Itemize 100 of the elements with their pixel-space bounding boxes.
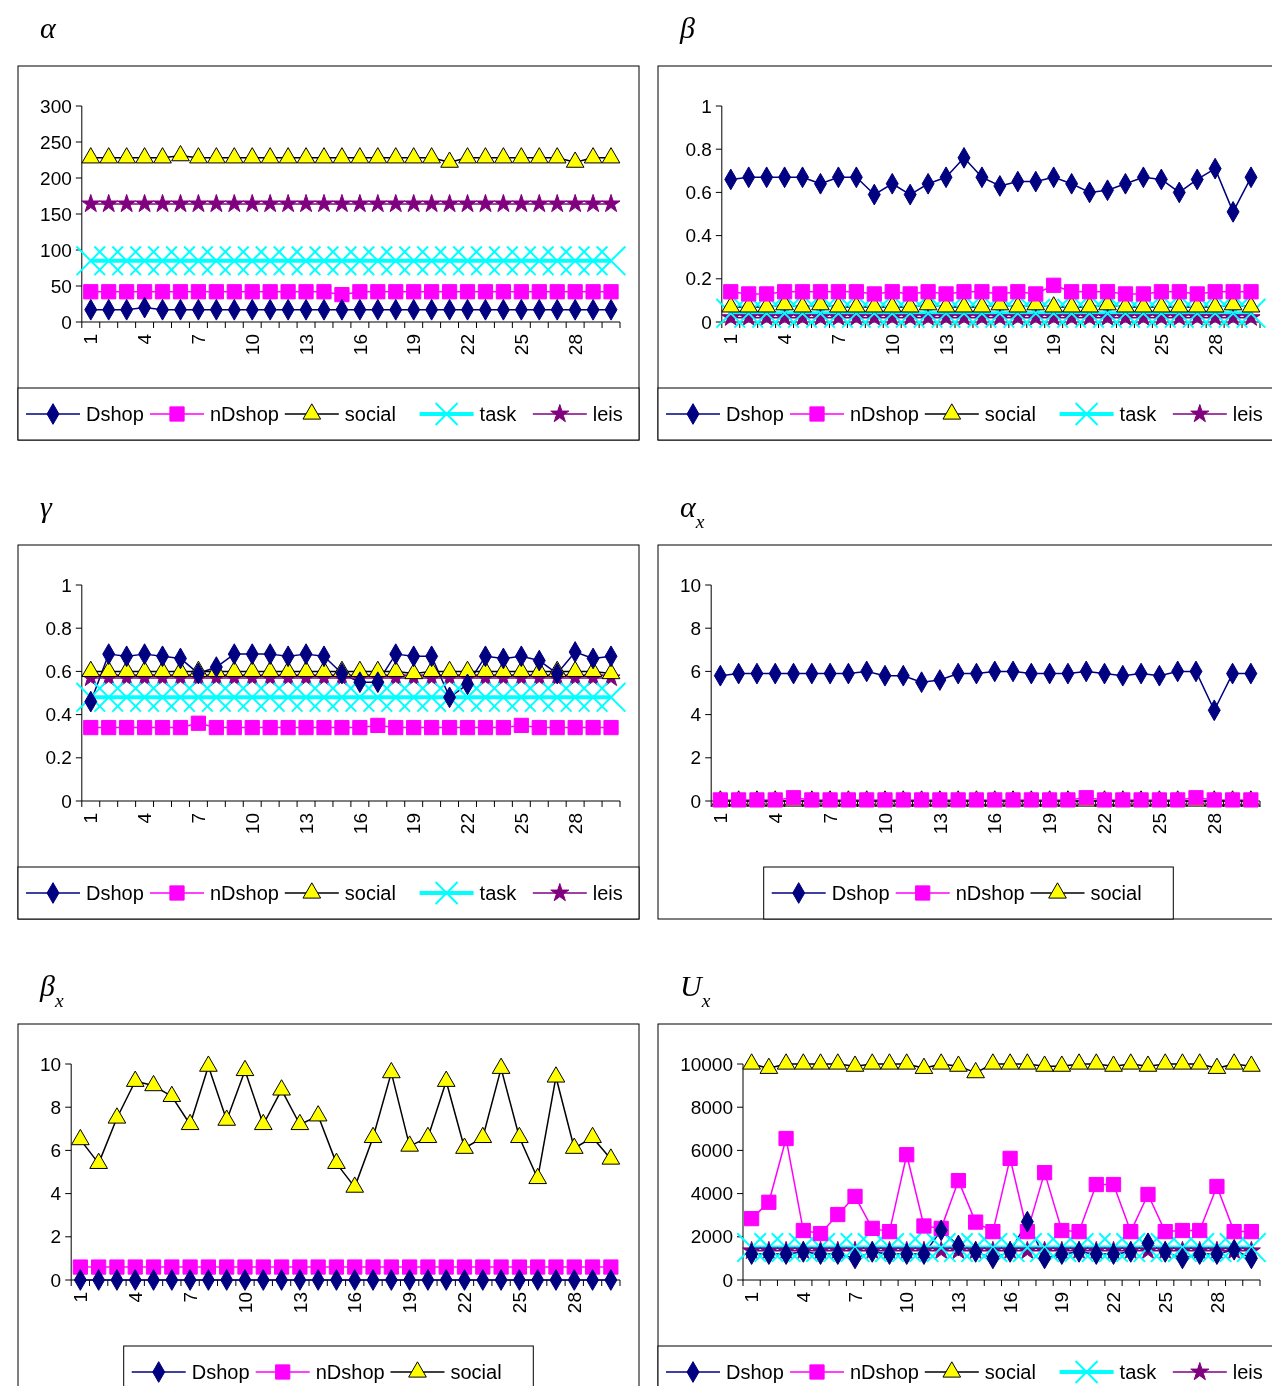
y-tick-label: 0.2 bbox=[685, 268, 712, 290]
legend-label: Dshop bbox=[86, 403, 144, 425]
x-tick-label: 28 bbox=[564, 334, 586, 356]
legend-label: leis bbox=[1232, 1361, 1263, 1383]
x-tick-label: 22 bbox=[454, 1292, 476, 1314]
x-tick-label: 25 bbox=[1150, 334, 1172, 356]
chart-title: α bbox=[40, 11, 57, 44]
y-tick-label: 4 bbox=[690, 704, 702, 726]
y-tick-label: 0 bbox=[61, 790, 72, 812]
x-tick-label: 28 bbox=[563, 1292, 585, 1314]
chart-title: β bbox=[679, 11, 695, 44]
y-tick-label: 10 bbox=[40, 1053, 62, 1075]
chart-title: U$_{x}$ bbox=[680, 969, 711, 1011]
x-tick-label: 25 bbox=[509, 1292, 531, 1314]
y-tick-label: 0.6 bbox=[45, 661, 72, 683]
y-tick-label: 2000 bbox=[690, 1226, 733, 1248]
x-tick-label: 22 bbox=[1103, 1292, 1125, 1314]
x-tick-label: 1 bbox=[70, 1292, 91, 1303]
y-tick-label: 0.4 bbox=[685, 225, 713, 247]
y-tick-label: 0.8 bbox=[685, 138, 712, 160]
legend-label: leis bbox=[592, 403, 623, 425]
y-tick-label: 200 bbox=[40, 167, 72, 189]
y-tick-label: 8 bbox=[690, 617, 702, 639]
legend-label: nDshop bbox=[315, 1361, 385, 1383]
legend-label: social bbox=[984, 403, 1036, 425]
x-tick-label: 1 bbox=[80, 813, 102, 824]
y-tick-label: 100 bbox=[40, 239, 72, 261]
x-tick-label: 7 bbox=[188, 813, 210, 824]
x-tick-label: 19 bbox=[399, 1292, 421, 1314]
x-tick-label: 10 bbox=[241, 813, 263, 835]
y-tick-label: 0 bbox=[61, 311, 72, 333]
chart-title: β$_{x}$ bbox=[39, 969, 64, 1011]
x-tick-label: 28 bbox=[1203, 813, 1225, 835]
x-tick-label: 22 bbox=[457, 334, 479, 356]
x-tick-label: 19 bbox=[1043, 334, 1065, 356]
x-tick-label: 13 bbox=[948, 1292, 970, 1314]
y-tick-label: 6 bbox=[50, 1140, 62, 1162]
y-tick-label: 50 bbox=[50, 275, 72, 297]
y-tick-label: 6000 bbox=[690, 1140, 733, 1162]
x-tick-label: 19 bbox=[1051, 1292, 1073, 1314]
legend-label: social bbox=[1090, 882, 1142, 904]
y-tick-label: 10 bbox=[680, 574, 702, 596]
x-tick-label: 19 bbox=[1039, 813, 1061, 835]
y-tick-label: 0 bbox=[701, 311, 712, 333]
legend-label: task bbox=[479, 403, 518, 425]
x-tick-label: 25 bbox=[510, 334, 532, 356]
x-tick-label: 4 bbox=[792, 1291, 814, 1303]
x-tick-label: 16 bbox=[349, 813, 371, 835]
y-tick-label: 250 bbox=[40, 131, 72, 153]
y-tick-label: 4000 bbox=[690, 1183, 733, 1205]
x-tick-label: 25 bbox=[510, 813, 532, 835]
x-tick-label: 10 bbox=[881, 334, 903, 356]
x-tick-label: 22 bbox=[457, 813, 479, 835]
legend-label: nDshop bbox=[955, 882, 1025, 904]
legend-label: task bbox=[1119, 1361, 1158, 1383]
x-tick-label: 16 bbox=[984, 813, 1006, 835]
y-tick-label: 1 bbox=[701, 95, 712, 117]
legend-label: Dshop bbox=[191, 1361, 250, 1383]
x-tick-label: 4 bbox=[124, 1291, 146, 1303]
y-tick-label: 1 bbox=[61, 574, 72, 596]
x-tick-label: 1 bbox=[741, 1292, 763, 1303]
x-tick-label: 10 bbox=[234, 1292, 256, 1314]
legend-label: leis bbox=[1232, 403, 1263, 425]
x-tick-label: 13 bbox=[929, 813, 951, 835]
x-tick-label: 7 bbox=[179, 1292, 201, 1303]
legend-label: task bbox=[479, 882, 518, 904]
x-tick-label: 22 bbox=[1097, 334, 1119, 356]
legend-label: Dshop bbox=[86, 882, 144, 904]
x-tick-label: 16 bbox=[349, 334, 371, 356]
x-tick-label: 10 bbox=[241, 334, 263, 356]
x-tick-label: 1 bbox=[720, 334, 742, 345]
legend-label: Dshop bbox=[831, 882, 890, 904]
x-tick-label: 19 bbox=[403, 813, 425, 835]
x-tick-label: 25 bbox=[1149, 813, 1171, 835]
y-tick-label: 0.8 bbox=[45, 617, 72, 639]
x-tick-label: 13 bbox=[289, 1292, 311, 1314]
y-tick-label: 150 bbox=[40, 203, 72, 225]
x-tick-label: 4 bbox=[134, 333, 156, 345]
legend-label: nDshop bbox=[210, 403, 279, 425]
x-tick-label: 1 bbox=[80, 334, 102, 345]
y-tick-label: 10000 bbox=[680, 1053, 733, 1075]
x-tick-label: 28 bbox=[1204, 334, 1226, 356]
x-tick-label: 10 bbox=[874, 813, 896, 835]
x-tick-label: 25 bbox=[1154, 1292, 1176, 1314]
legend-label: task bbox=[1119, 403, 1158, 425]
x-tick-label: 4 bbox=[134, 812, 156, 824]
legend-label: social bbox=[984, 1361, 1036, 1383]
chart-title: α$_{x}$ bbox=[680, 490, 705, 532]
legend-label: nDshop bbox=[210, 882, 279, 904]
y-tick-label: 0.4 bbox=[45, 704, 73, 726]
legend-label: social bbox=[450, 1361, 502, 1383]
legend-label: Dshop bbox=[726, 403, 784, 425]
legend-label: leis bbox=[592, 882, 623, 904]
y-tick-label: 2 bbox=[50, 1226, 62, 1248]
y-tick-label: 0.2 bbox=[45, 747, 72, 769]
y-tick-label: 0 bbox=[722, 1269, 733, 1291]
y-tick-label: 8000 bbox=[690, 1096, 733, 1118]
x-tick-label: 7 bbox=[844, 1292, 866, 1303]
x-tick-label: 16 bbox=[344, 1292, 366, 1314]
x-tick-label: 16 bbox=[989, 334, 1011, 356]
